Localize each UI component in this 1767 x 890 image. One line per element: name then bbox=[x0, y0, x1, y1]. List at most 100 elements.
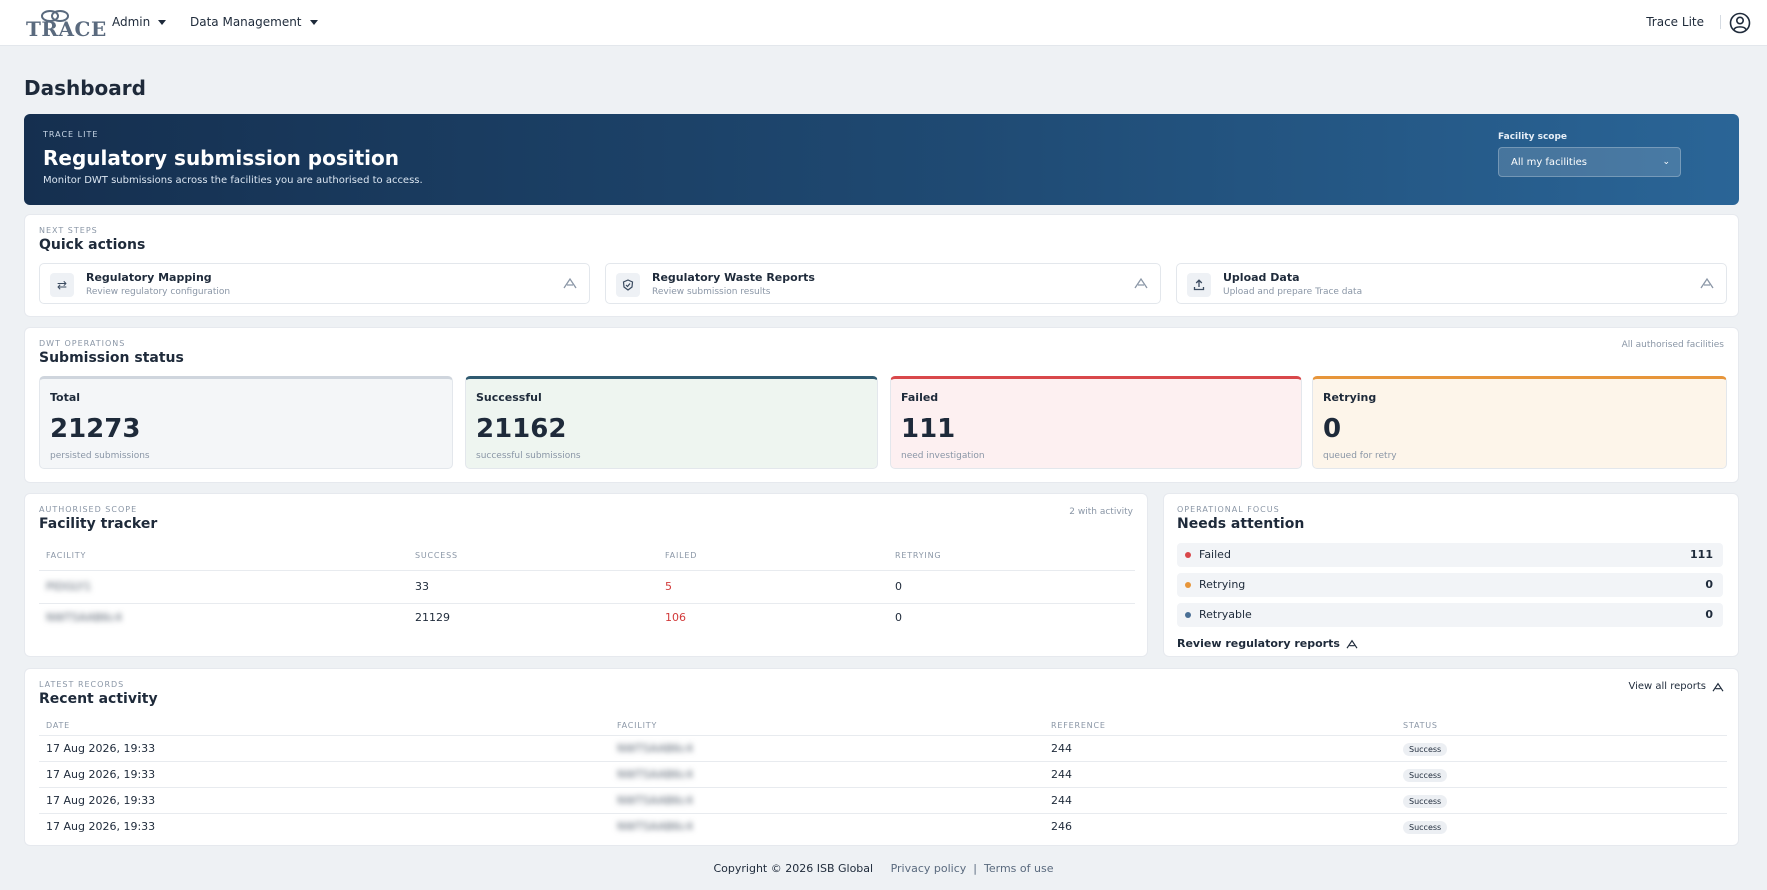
nav-data-management-label: Data Management bbox=[190, 15, 302, 29]
tile-subtitle: queued for retry bbox=[1323, 451, 1397, 461]
needs-attention-eyebrow: OPERATIONAL FOCUS bbox=[1177, 505, 1280, 514]
review-regulatory-reports-link[interactable]: Review regulatory reports bbox=[1177, 637, 1358, 650]
submission-status-eyebrow: DWT OPERATIONS bbox=[39, 339, 126, 348]
nav-admin-menu[interactable]: Admin bbox=[112, 15, 167, 29]
success-count: 33 bbox=[415, 580, 429, 593]
attention-count: 111 bbox=[1690, 548, 1713, 561]
column-header-facility: FACILITY bbox=[617, 721, 658, 730]
status-badge: Success bbox=[1403, 795, 1448, 808]
upload-icon bbox=[1187, 273, 1211, 297]
attention-label: Retrying bbox=[1199, 578, 1246, 591]
facility-scope-label: Facility scope bbox=[1498, 132, 1568, 142]
status-tile-retrying[interactable]: Retrying 0 queued for retry bbox=[1312, 376, 1727, 469]
chevron-up-icon bbox=[1700, 277, 1714, 289]
row-divider bbox=[39, 570, 1135, 571]
review-link-label: Review regulatory reports bbox=[1177, 637, 1340, 650]
status-tile-failed[interactable]: Failed 111 need investigation bbox=[890, 376, 1302, 469]
logo-text: TRACE bbox=[26, 17, 107, 41]
needs-attention-card: OPERATIONAL FOCUS Needs attention Failed… bbox=[1163, 493, 1739, 657]
retrying-count: 0 bbox=[895, 611, 902, 624]
failed-count: 106 bbox=[665, 611, 686, 624]
attention-item-retrying[interactable]: Retrying 0 bbox=[1177, 573, 1723, 597]
quick-action-title: Regulatory Waste Reports bbox=[652, 271, 815, 284]
activity-date: 17 Aug 2026, 19:33 bbox=[46, 820, 156, 833]
failed-count: 5 bbox=[665, 580, 672, 593]
tile-value: 21162 bbox=[476, 414, 567, 444]
chevron-down-icon bbox=[158, 19, 167, 25]
tile-value: 21273 bbox=[50, 414, 141, 444]
attention-count: 0 bbox=[1705, 608, 1713, 621]
tile-value: 111 bbox=[901, 414, 956, 444]
facility-tracker-title: Facility tracker bbox=[39, 516, 158, 532]
activity-facility: NWTSAAB6c4 bbox=[617, 768, 693, 781]
quick-action-regulatory-waste-reports[interactable]: Regulatory Waste Reports Review submissi… bbox=[605, 263, 1161, 304]
tile-label: Retrying bbox=[1323, 391, 1377, 404]
hero-banner: TRACE LITE Regulatory submission positio… bbox=[24, 114, 1739, 205]
quick-action-subtitle: Review submission results bbox=[652, 287, 771, 297]
row-divider bbox=[39, 603, 1135, 604]
activity-date: 17 Aug 2026, 19:33 bbox=[46, 742, 156, 755]
view-all-reports-label: View all reports bbox=[1628, 681, 1706, 692]
nav-data-management-menu[interactable]: Data Management bbox=[190, 15, 318, 29]
tile-label: Failed bbox=[901, 391, 939, 404]
activity-reference: 244 bbox=[1051, 794, 1072, 807]
facility-tracker-eyebrow: AUTHORISED SCOPE bbox=[39, 505, 138, 514]
quick-action-title: Regulatory Mapping bbox=[86, 271, 212, 284]
chevron-up-icon bbox=[563, 277, 577, 289]
status-dot-icon bbox=[1185, 552, 1191, 558]
chevron-down-icon: ⌄ bbox=[1662, 157, 1670, 167]
terms-of-use-link[interactable]: Terms of use bbox=[984, 862, 1054, 875]
activity-facility: NWTSAAB6c4 bbox=[617, 742, 693, 755]
attention-label: Retryable bbox=[1199, 608, 1252, 621]
top-navigation-bar: TRACE Admin Data Management Trace Lite bbox=[0, 0, 1767, 46]
facility-tracker-activity-note: 2 with activity bbox=[1069, 507, 1133, 517]
user-circle-icon[interactable] bbox=[1729, 12, 1751, 34]
row-divider bbox=[39, 735, 1727, 736]
facility-name: PIDGLY1 bbox=[46, 580, 92, 593]
quick-action-title: Upload Data bbox=[1223, 271, 1300, 284]
trace-logo[interactable]: TRACE bbox=[26, 10, 106, 41]
product-label[interactable]: Trace Lite bbox=[1646, 15, 1721, 29]
view-all-reports-link[interactable]: View all reports bbox=[1628, 681, 1724, 692]
activity-date: 17 Aug 2026, 19:33 bbox=[46, 794, 156, 807]
column-header-failed: FAILED bbox=[665, 551, 698, 560]
status-tile-total[interactable]: Total 21273 persisted submissions bbox=[39, 376, 453, 469]
attention-item-retryable[interactable]: Retryable 0 bbox=[1177, 603, 1723, 627]
hero-subtitle: Monitor DWT submissions across the facil… bbox=[43, 175, 423, 186]
column-header-retrying: RETRYING bbox=[895, 551, 942, 560]
quick-actions-eyebrow: NEXT STEPS bbox=[39, 226, 98, 235]
quick-action-upload-data[interactable]: Upload Data Upload and prepare Trace dat… bbox=[1176, 263, 1727, 304]
retrying-count: 0 bbox=[895, 580, 902, 593]
success-count: 21129 bbox=[415, 611, 450, 624]
footer-separator: | bbox=[973, 862, 978, 875]
tile-subtitle: need investigation bbox=[901, 451, 985, 461]
recent-activity-title: Recent activity bbox=[39, 691, 158, 707]
activity-reference: 246 bbox=[1051, 820, 1072, 833]
submission-status-title: Submission status bbox=[39, 350, 184, 366]
tile-value: 0 bbox=[1323, 414, 1342, 444]
attention-item-failed[interactable]: Failed 111 bbox=[1177, 543, 1723, 567]
quick-action-regulatory-mapping[interactable]: ⇄ Regulatory Mapping Review regulatory c… bbox=[39, 263, 590, 304]
facility-scope-select[interactable]: All my facilities ⌄ bbox=[1498, 147, 1681, 177]
chevron-up-icon bbox=[1346, 639, 1358, 648]
status-badge: Success bbox=[1403, 821, 1448, 834]
facility-tracker-card: AUTHORISED SCOPE Facility tracker 2 with… bbox=[24, 493, 1148, 657]
submission-status-scope-note: All authorised facilities bbox=[1621, 340, 1724, 350]
privacy-policy-link[interactable]: Privacy policy bbox=[890, 862, 967, 875]
status-dot-icon bbox=[1185, 612, 1191, 618]
quick-actions-title: Quick actions bbox=[39, 237, 146, 253]
chevron-down-icon bbox=[309, 19, 318, 25]
tile-subtitle: successful submissions bbox=[476, 451, 581, 461]
status-tile-successful[interactable]: Successful 21162 successful submissions bbox=[465, 376, 878, 469]
activity-facility: NWTSAAB6c4 bbox=[617, 794, 693, 807]
attention-label: Failed bbox=[1199, 548, 1231, 561]
column-header-status: STATUS bbox=[1403, 721, 1438, 730]
chevron-up-icon bbox=[1134, 277, 1148, 289]
tile-label: Total bbox=[50, 391, 81, 404]
facility-name: NWTSAAB6c4 bbox=[46, 611, 122, 624]
activity-date: 17 Aug 2026, 19:33 bbox=[46, 768, 156, 781]
nav-admin-label: Admin bbox=[112, 15, 151, 29]
hero-eyebrow: TRACE LITE bbox=[43, 130, 99, 139]
shield-check-icon bbox=[616, 273, 640, 297]
quick-actions-card: NEXT STEPS Quick actions ⇄ Regulatory Ma… bbox=[24, 214, 1739, 317]
